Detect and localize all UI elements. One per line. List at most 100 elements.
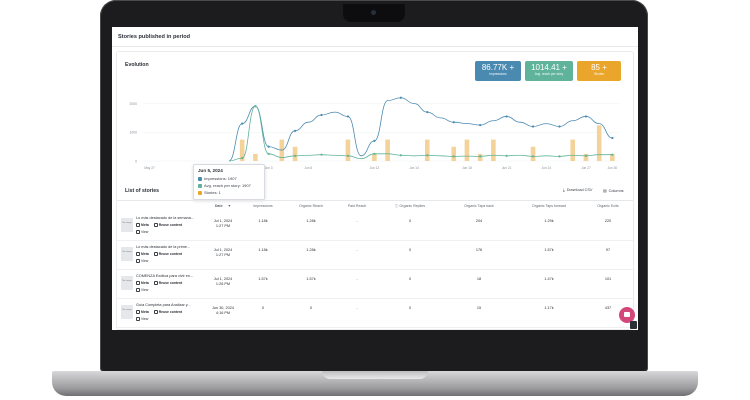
sort-down-icon: ▼ xyxy=(227,204,232,208)
column-header-date[interactable]: Date ▼ xyxy=(210,204,236,208)
bar-stories xyxy=(583,153,589,161)
bar-stories xyxy=(464,139,470,161)
view-link[interactable]: View xyxy=(136,230,148,234)
story-thumbnail: No image xyxy=(121,218,133,232)
reuse-content-link[interactable]: Reuse content xyxy=(153,310,183,314)
reuse-content-link[interactable]: Reuse content xyxy=(153,223,182,227)
columns-icon: ▤ xyxy=(603,189,607,193)
cell-reach: 1.28k xyxy=(306,248,316,252)
cell-impressions: 1.18k xyxy=(258,248,268,252)
data-point-avg-reach xyxy=(505,154,508,157)
data-point-impressions xyxy=(558,125,561,128)
table-row[interactable]: No image COMENZA Exótica para vivir en...… xyxy=(117,270,633,299)
bar-stories xyxy=(372,153,377,161)
data-point-impressions xyxy=(611,136,614,140)
story-title[interactable]: Guía Completa para Analizar y... xyxy=(136,303,191,307)
legend-swatch xyxy=(198,176,202,181)
x-tick-label: Jun 27 xyxy=(581,166,591,170)
meta-link[interactable]: Meta xyxy=(136,281,149,285)
column-header-date-label: Date xyxy=(214,204,223,208)
reuse-content-link[interactable]: Reuse content xyxy=(153,252,183,256)
table-row[interactable]: No image Lo más destacado de la semana...… xyxy=(117,212,633,241)
reuse-label: Reuse content xyxy=(158,252,183,256)
bar-stories xyxy=(596,125,602,161)
story-title[interactable]: Lo más destacado de la semana... xyxy=(136,216,195,220)
columns-button[interactable]: ▤ Columns xyxy=(603,188,624,194)
edit-icon xyxy=(136,223,140,227)
cell-exits: 101 xyxy=(604,277,612,281)
kpi-impressions[interactable]: 86.77K + Impressions xyxy=(475,61,521,81)
stories-panel: Evolution 86.77K + Impressions 1014.41 +… xyxy=(116,51,634,330)
kpi-stories-value: 85 xyxy=(591,63,600,72)
view-label: View xyxy=(141,288,149,292)
cell-date: Jul 1, 2024 1:26 PM xyxy=(213,277,233,286)
bar-stories xyxy=(292,146,298,161)
data-point-impressions xyxy=(293,129,297,132)
data-point-impressions xyxy=(346,115,350,118)
page-title: Stories published in period xyxy=(118,34,191,40)
story-thumbnail: No image xyxy=(121,247,133,261)
accessibility-icon[interactable] xyxy=(630,321,637,329)
cell-paid: - xyxy=(356,306,358,310)
meta-link[interactable]: Meta xyxy=(136,223,149,227)
series-line-impressions xyxy=(228,97,613,162)
kpi-impressions-label: Impressions xyxy=(489,72,507,76)
story-title[interactable]: Lo más destacado de la prime... xyxy=(136,245,191,249)
view-link[interactable]: View xyxy=(136,288,148,292)
table-row[interactable]: No image Lo más destacado de la prime... M… xyxy=(117,241,633,270)
reuse-content-link[interactable]: Reuse content xyxy=(153,281,182,285)
kpi-stories[interactable]: 85 + Stories xyxy=(577,61,621,81)
plus-icon: + xyxy=(602,63,607,72)
data-point-impressions xyxy=(452,121,455,124)
data-point-impressions xyxy=(373,139,376,142)
evolution-chart[interactable]: 2000 1000 0 May 27 Jun 3 Jun 6 Jun 12 Jun 14 Jun… xyxy=(117,52,633,182)
x-tick-label: May 27 xyxy=(144,166,155,170)
column-header-taps-back[interactable]: Organic Taps back xyxy=(464,204,494,208)
edit-icon xyxy=(136,252,140,256)
cell-paid: - xyxy=(356,219,358,223)
table-row[interactable]: No image Guía Completa para Analizar y...… xyxy=(117,299,633,328)
external-link-icon xyxy=(136,288,140,292)
tooltip-impressions: Impressions: 1907 xyxy=(204,176,237,181)
reuse-label: Reuse content xyxy=(158,310,183,314)
column-header-organic-replies[interactable]: ⓘ Organic Replies xyxy=(387,204,433,209)
x-tick-label: Jun 24 xyxy=(541,166,551,170)
column-header-taps-forward[interactable]: Organic Taps forward xyxy=(531,204,567,208)
y-tick-label: 2000 xyxy=(129,102,137,106)
info-icon: ⓘ xyxy=(394,204,399,208)
bar-stories xyxy=(610,153,615,161)
story-title[interactable]: COMENZA Exótica para vivir en... xyxy=(136,274,194,278)
columns-label: Columns xyxy=(608,188,624,193)
cell-reach: 0 xyxy=(309,306,313,310)
meta-link[interactable]: Meta xyxy=(136,310,149,314)
column-header-organic-reach[interactable]: Organic Reach xyxy=(299,204,323,208)
series-line-avg-reach xyxy=(228,105,613,162)
plus-icon: + xyxy=(509,63,515,72)
view-label: View xyxy=(141,317,149,321)
column-header-exits[interactable]: Organic Exits xyxy=(597,204,619,208)
data-point-avg-reach xyxy=(373,152,376,155)
bar-stories xyxy=(253,153,258,161)
download-csv-button[interactable]: ⤓ Download CSV xyxy=(563,188,592,192)
kpi-avg-reach-label: Avg. reach per story xyxy=(534,72,564,76)
x-tick-label: Jun 6 xyxy=(304,166,312,170)
kpi-avg-reach[interactable]: 1014.41 + Avg. reach per story xyxy=(525,61,573,81)
column-header-impressions[interactable]: Impressions xyxy=(253,204,273,208)
cell-date: Jun 30, 2024 4:16 PM xyxy=(212,306,234,315)
cell-paid: - xyxy=(356,248,358,252)
cell-taps-fwd: 1.29k xyxy=(544,219,554,223)
list-title: List of stories xyxy=(125,188,160,194)
view-link[interactable]: View xyxy=(136,259,148,263)
view-link[interactable]: View xyxy=(136,317,148,321)
cell-exits: 437 xyxy=(604,306,612,310)
tooltip-stories: Stories: 1 xyxy=(204,190,221,195)
table-row[interactable]: No imageWithout titleMetaReuse contentVi… xyxy=(117,328,633,330)
meta-link[interactable]: Meta xyxy=(136,252,149,256)
cell-paid: - xyxy=(356,277,358,281)
data-point-avg-reach xyxy=(399,154,402,157)
column-header-paid-reach[interactable]: Paid Reach xyxy=(347,204,367,208)
column-header-organic-replies-label: Organic Replies xyxy=(399,204,426,208)
cell-taps-back: 176 xyxy=(475,248,483,252)
cell-replies: 0 xyxy=(408,248,412,252)
x-tick-label: Jun 21 xyxy=(502,166,512,170)
